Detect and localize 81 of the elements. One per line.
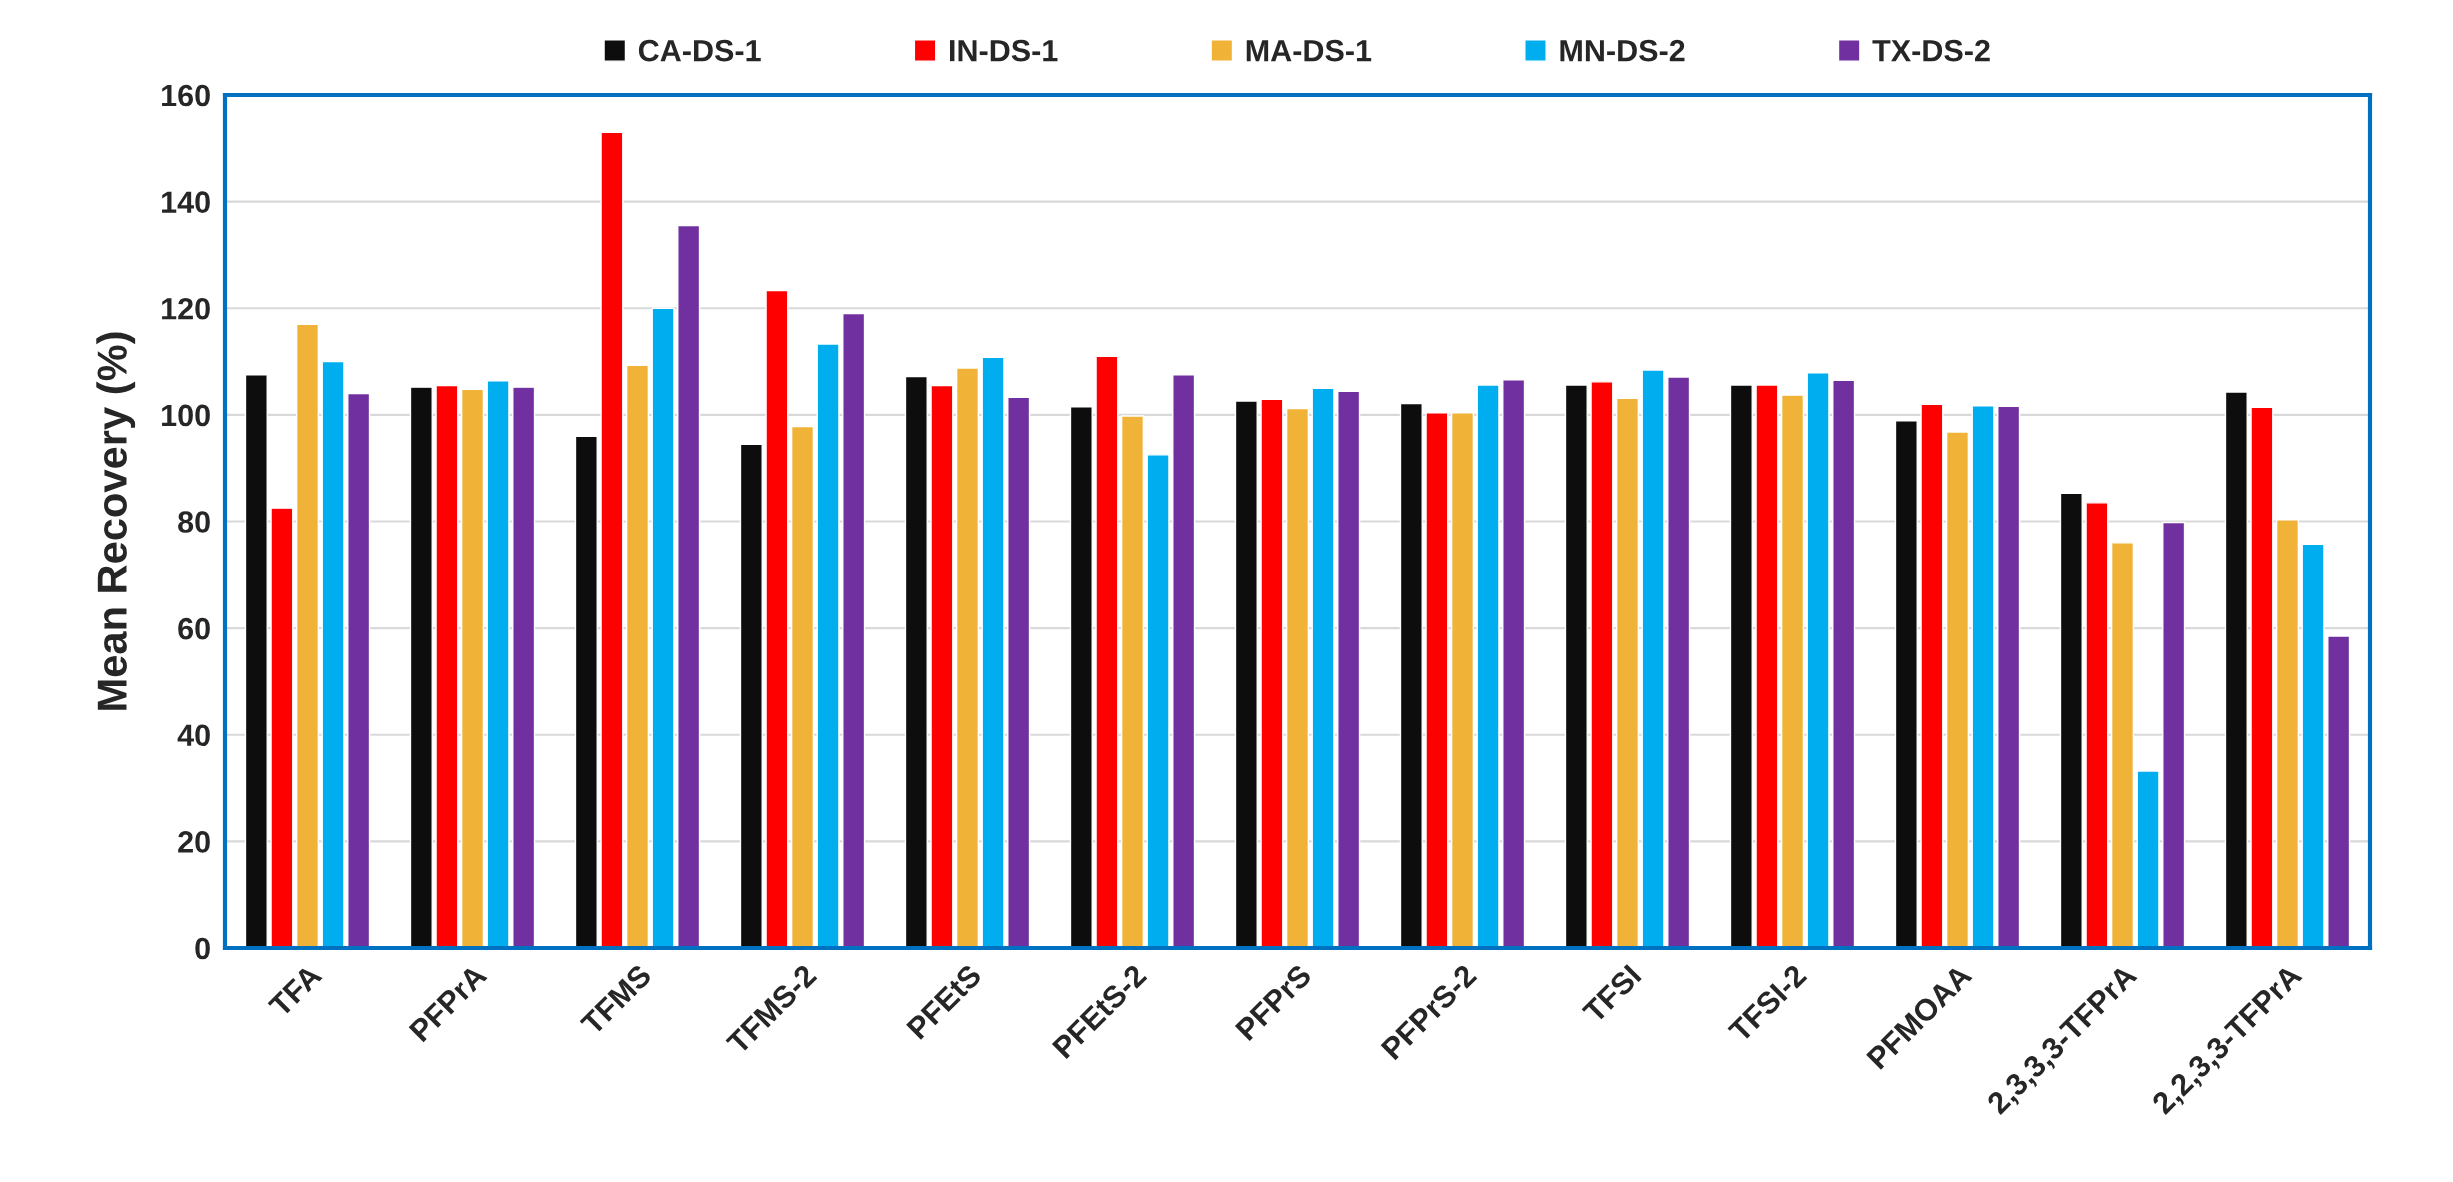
bar [904, 375, 928, 948]
y-tick-label: 40 [177, 724, 210, 747]
bar [1399, 402, 1423, 948]
bar [1971, 405, 1995, 948]
y-tick-label: 100 [162, 404, 210, 427]
bar [1172, 374, 1196, 948]
bar [1337, 390, 1361, 948]
bar [1997, 405, 2021, 948]
bar [1945, 431, 1970, 948]
bar [1806, 372, 1830, 948]
bar [2085, 502, 2109, 948]
bar [1502, 378, 1526, 948]
y-tick-label: 80 [178, 511, 210, 533]
bar [1425, 412, 1449, 948]
bar [842, 312, 866, 948]
bar [574, 435, 598, 948]
bar [1641, 369, 1665, 948]
bar [1832, 379, 1856, 948]
bar [1120, 415, 1145, 948]
bar [600, 131, 624, 948]
x-tick-label: TFA [267, 963, 323, 1019]
legend-label: TX-DS-2 [1872, 39, 1990, 62]
bar [625, 364, 650, 948]
bar [816, 343, 840, 948]
bar [347, 392, 371, 948]
bar [1260, 398, 1284, 948]
bar [244, 374, 268, 948]
bar [1920, 403, 1944, 948]
bar [1729, 384, 1753, 948]
y-axis-title: Mean Recovery (%) [96, 332, 136, 710]
bar [1590, 381, 1614, 948]
bar [1564, 384, 1588, 948]
bar [460, 388, 485, 948]
bar [1234, 400, 1258, 948]
bar [2110, 542, 2135, 948]
bar [1780, 394, 1805, 948]
bar [930, 384, 954, 948]
bar [1667, 376, 1691, 948]
bar [765, 289, 789, 948]
bar [651, 307, 675, 948]
bar [2162, 521, 2186, 948]
legend-label: CA-DS-1 [638, 39, 761, 62]
bar [295, 323, 320, 948]
bar [2327, 635, 2351, 948]
bar [1755, 384, 1779, 948]
legend-label: IN-DS-1 [950, 39, 1058, 62]
bar [677, 224, 701, 948]
bar [512, 386, 536, 948]
y-tick-label: 160 [162, 84, 210, 107]
y-tick-label: 140 [162, 191, 210, 213]
bar [321, 360, 345, 948]
bar [1476, 384, 1500, 948]
bar [2301, 543, 2325, 948]
bar [2275, 519, 2300, 948]
bar [1007, 396, 1031, 948]
bar [790, 425, 815, 948]
bar [2136, 770, 2160, 948]
bar [435, 384, 459, 948]
y-tick-label: 120 [162, 297, 210, 320]
bar [2059, 492, 2083, 948]
bar [2250, 406, 2274, 948]
bar [1450, 412, 1475, 948]
bar [955, 367, 980, 948]
bar [1285, 407, 1310, 948]
bar [409, 386, 433, 948]
bar [739, 443, 763, 948]
bar [2224, 391, 2248, 948]
bar [1146, 454, 1170, 948]
bar [1311, 387, 1335, 948]
y-tick-label: 20 [178, 831, 210, 853]
bar [270, 507, 294, 948]
legend-label: MA-DS-1 [1246, 39, 1372, 62]
bar [1069, 406, 1093, 948]
y-tick-label: 60 [178, 617, 210, 640]
bar [1095, 355, 1119, 948]
legend-label: MN-DS-2 [1560, 39, 1685, 62]
bar [981, 356, 1005, 948]
bar [486, 380, 510, 948]
y-tick-label: 0 [195, 937, 210, 960]
bar [1894, 420, 1918, 948]
bar [1615, 397, 1640, 948]
